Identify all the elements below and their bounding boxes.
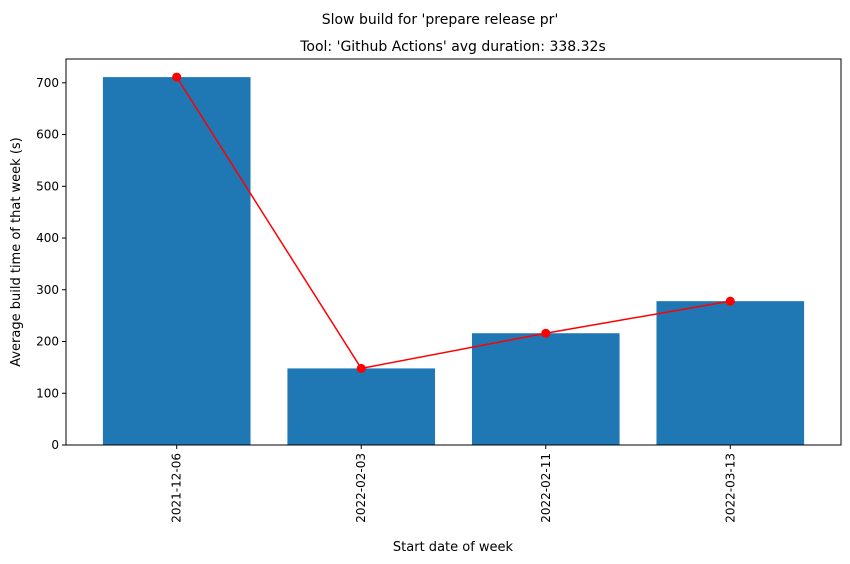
y-axis-label: Average build time of that week (s) — [9, 137, 24, 367]
y-tick-label-100: 100 — [36, 386, 59, 400]
bar-2022-02-03 — [287, 368, 436, 445]
chart-title: Tool: 'Github Actions' avg duration: 338… — [299, 39, 606, 55]
x-tick-label-2022-02-11: 2022-02-11 — [539, 453, 553, 523]
bar-2022-03-13 — [656, 301, 805, 445]
trend-point-2022-02-11 — [541, 328, 551, 338]
trend-point-2021-12-06 — [172, 72, 182, 82]
y-tick-label-700: 700 — [36, 76, 59, 90]
y-tick-label-300: 300 — [36, 283, 59, 297]
trend-point-2022-02-03 — [356, 363, 366, 373]
x-tick-label-2022-03-13: 2022-03-13 — [723, 453, 737, 523]
bar-2021-12-06 — [102, 77, 251, 445]
chart-suptitle: Slow build for 'prepare release pr' — [322, 12, 559, 28]
y-tick-label-400: 400 — [36, 231, 59, 245]
trend-line — [176, 76, 731, 370]
y-tick-label-600: 600 — [36, 128, 59, 142]
plot-frame — [65, 58, 842, 446]
trend-line-group — [172, 72, 735, 373]
y-axis: 0 100 200 300 400 500 600 700 — [36, 76, 66, 452]
y-tick-label-0: 0 — [51, 438, 59, 452]
x-tick-label-2022-02-03: 2022-02-03 — [354, 453, 368, 523]
x-axis: 2021-12-06 2022-02-03 2022-02-11 2022-03-13 — [170, 445, 737, 523]
bar-2022-02-11 — [471, 333, 620, 445]
y-tick-label-500: 500 — [36, 179, 59, 193]
trend-point-2022-03-13 — [725, 296, 735, 306]
x-tick-label-2021-12-06: 2021-12-06 — [170, 453, 184, 523]
x-axis-label: Start date of week — [393, 540, 514, 555]
y-tick-label-200: 200 — [36, 335, 59, 349]
bars-group — [102, 77, 805, 445]
